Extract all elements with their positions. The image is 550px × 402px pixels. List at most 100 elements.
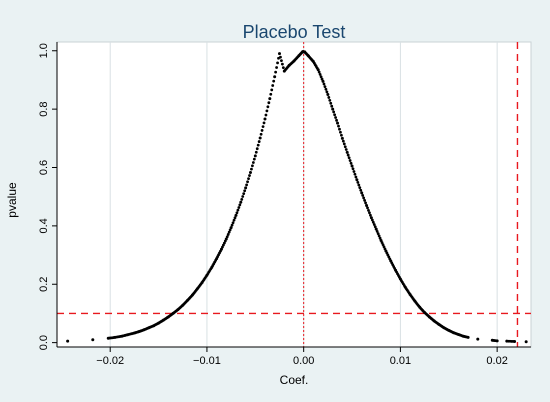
data-point-interp-190: [339, 130, 342, 134]
data-point-interp-219: [373, 225, 377, 229]
data-point-interp-188: [337, 124, 340, 128]
data-point-interp-175: [320, 77, 324, 81]
data-point-28: [239, 200, 243, 204]
y-tick-label-3: 0.6: [38, 160, 50, 175]
data-point-interp-203: [354, 175, 358, 179]
x-axis-label: Coef.: [280, 373, 309, 387]
data-point-interp-94: [227, 230, 231, 234]
data-point-interp-167: [310, 59, 314, 62]
data-point-interp-202: [353, 172, 357, 176]
data-point-interp-181: [328, 98, 332, 102]
data-point-interp-210: [363, 199, 367, 202]
data-point-interp-99: [233, 216, 237, 220]
x-tick-label-4: 0.02: [486, 355, 507, 367]
data-point-interp-107: [243, 189, 247, 193]
data-point-0: [66, 339, 70, 343]
data-point-57: [374, 227, 378, 231]
data-point-interp-113: [251, 164, 254, 168]
data-point-interp-130: [271, 84, 275, 87]
data-point-interp-207: [359, 188, 363, 192]
data-point-1: [91, 338, 95, 342]
y-axis-label: pvalue: [5, 182, 19, 218]
data-point-interp-174: [319, 75, 323, 79]
data-point-interp-247: [407, 291, 411, 295]
data-point-interp-176: [322, 82, 326, 86]
data-point-interp-120: [259, 132, 263, 136]
data-point-interp-263: [427, 314, 430, 318]
data-point-interp-138: [280, 62, 284, 66]
data-point-interp-122: [261, 125, 265, 129]
data-point-interp-177: [323, 85, 327, 89]
data-point-30: [248, 170, 252, 174]
data-point-interp-111: [248, 174, 251, 177]
data-point-interp-75: [204, 275, 208, 279]
data-point-interp-180: [327, 96, 331, 99]
data-point-interp-109: [246, 180, 249, 184]
data-point-36: [277, 52, 281, 56]
data-point-interp-117: [255, 147, 259, 151]
x-tick-label-3: 0.01: [390, 355, 411, 367]
data-point-54: [360, 191, 364, 195]
data-point-interp-92: [225, 235, 229, 239]
data-point-52: [350, 164, 354, 168]
data-point-interp-178: [324, 87, 328, 91]
data-point-interp-259: [422, 310, 426, 313]
data-point-interp-239: [398, 275, 401, 279]
y-tick-label-2: 0.4: [38, 218, 50, 233]
data-point-interp-63: [190, 294, 193, 298]
data-point-interp-198: [348, 159, 352, 162]
data-point-interp-201: [352, 170, 356, 173]
data-point-48: [331, 107, 335, 111]
data-point-interp-112: [250, 167, 253, 171]
data-point-interp-235: [393, 266, 397, 270]
data-point-interp-299: [494, 339, 498, 343]
data-point-interp-199: [349, 161, 353, 165]
data-point-77: [476, 337, 480, 341]
data-point-interp-127: [267, 101, 271, 105]
data-point-interp-95: [228, 228, 232, 232]
data-point-35: [273, 75, 277, 79]
data-point-56: [369, 216, 373, 220]
data-point-interp-118: [256, 143, 260, 147]
data-point-interp-182: [329, 101, 333, 105]
data-point-55: [365, 203, 369, 207]
data-point-32: [258, 136, 262, 140]
data-point-interp-100: [235, 211, 239, 215]
chart-title: Placebo Test: [243, 22, 346, 42]
data-point-interp-87: [219, 249, 222, 253]
data-point-interp-132: [274, 70, 278, 74]
data-point-interp-47: [170, 312, 174, 316]
data-point-29: [244, 186, 248, 190]
data-point-interp-96: [230, 223, 234, 227]
data-point-31: [253, 154, 257, 158]
y-tick-label-1: 0.2: [38, 277, 50, 292]
data-point-interp-71: [199, 282, 203, 286]
data-point-interp-212: [366, 206, 369, 210]
data-point-interp-173: [318, 72, 322, 76]
data-point-interp-196: [346, 153, 350, 157]
data-point-interp-101: [236, 208, 240, 212]
data-point-interp-217: [371, 220, 375, 224]
data-points: [66, 50, 528, 344]
data-point-interp-192: [341, 139, 345, 143]
data-point-interp-104: [240, 197, 244, 201]
data-point-interp-116: [254, 150, 258, 154]
data-point-interp-139: [281, 66, 285, 70]
data-point-interp-208: [361, 194, 365, 197]
data-point-interp-105: [241, 195, 245, 198]
data-point-interp-185: [333, 113, 337, 117]
data-point-interp-197: [347, 156, 351, 160]
data-point-interp-213: [367, 208, 370, 212]
data-point-interp-189: [338, 127, 341, 131]
data-point-interp-215: [369, 213, 372, 217]
data-point-interp-163: [306, 53, 310, 57]
axes: −0.02 −0.01 0.00 0.01 0.02 0.0 0.2 0.4 0.6 0.8 1.0: [38, 42, 531, 367]
data-point-interp-134: [276, 61, 279, 65]
data-point-interp-108: [245, 183, 249, 187]
data-point-interp-102: [237, 206, 241, 209]
data-point-interp-98: [232, 218, 236, 222]
y-tick-label-5: 1.0: [38, 43, 50, 58]
data-point-interp-251: [412, 298, 416, 302]
data-point-interp-129: [270, 88, 274, 92]
